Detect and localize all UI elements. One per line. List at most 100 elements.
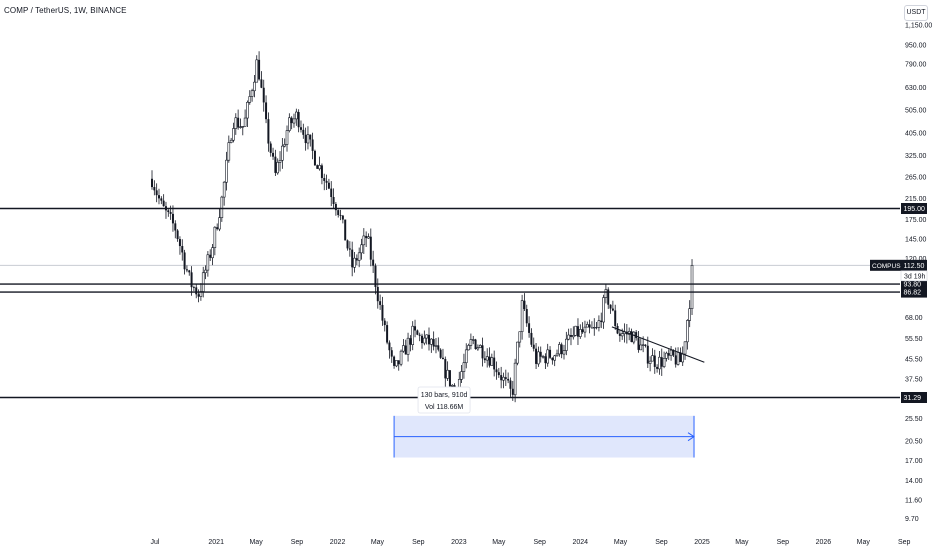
candle (665, 351, 668, 362)
current-price-label: 112.50 (904, 263, 925, 270)
candle (274, 149, 277, 176)
candle (565, 331, 568, 356)
candle (425, 334, 428, 345)
x-axis-tick-label: Sep (291, 539, 304, 546)
x-axis-tick-label: 2026 (816, 539, 832, 546)
candle (535, 342, 538, 370)
candle (660, 348, 663, 376)
candle (544, 353, 547, 369)
symbol-tag-label: COMPUSDT (872, 263, 909, 270)
candle (181, 239, 184, 261)
candle (316, 164, 319, 169)
candle (239, 118, 242, 129)
candle (297, 109, 300, 133)
countdown-tag (900, 270, 928, 282)
candle (213, 226, 217, 256)
candle (572, 326, 575, 340)
candle (183, 249, 186, 275)
candle (232, 122, 235, 143)
candle (513, 358, 517, 403)
candle (353, 252, 356, 273)
candle (237, 109, 240, 130)
x-axis-tick-label: May (857, 539, 871, 546)
candle (474, 338, 477, 350)
candle (555, 349, 559, 357)
candle (255, 55, 259, 83)
candle (421, 333, 424, 349)
candle (464, 343, 468, 369)
candle (318, 156, 321, 171)
candle (267, 112, 270, 152)
candle (369, 228, 372, 267)
candle (618, 329, 621, 342)
level-price-label: 195.00 (904, 206, 926, 213)
candle (507, 372, 510, 384)
candle (509, 377, 512, 397)
x-axis-tick-label: Sep (412, 539, 425, 546)
candle (516, 341, 519, 366)
candle (439, 348, 442, 359)
candle (306, 126, 310, 150)
candle (518, 331, 522, 348)
candle (460, 365, 463, 383)
candle (360, 238, 363, 260)
x-axis-tick-label: 2024 (573, 539, 589, 546)
symbol-tag (870, 259, 901, 271)
y-axis-tick-label: 265.00 (905, 174, 927, 181)
candle (341, 214, 344, 224)
candle (406, 332, 410, 362)
range-info-box (417, 386, 471, 414)
currency-badge[interactable]: USDT (904, 5, 928, 21)
candle (206, 251, 210, 277)
candle (467, 343, 470, 351)
candle (637, 331, 640, 353)
candle (404, 339, 407, 355)
candle (395, 360, 398, 368)
candle (157, 188, 160, 205)
candle (488, 347, 491, 368)
x-axis-tick-label: 2023 (451, 539, 467, 546)
candle (383, 318, 386, 332)
candle (683, 341, 687, 360)
candle (171, 205, 174, 232)
candle (574, 325, 577, 337)
candle (676, 347, 680, 366)
candle (292, 113, 296, 128)
y-axis-tick-label: 175.00 (905, 217, 927, 224)
candle (576, 318, 579, 345)
candle (197, 289, 200, 303)
x-axis-tick-label: May (735, 539, 749, 546)
candle (520, 294, 524, 340)
candle (250, 88, 254, 102)
candle (201, 266, 205, 298)
y-axis-tick-label: 145.00 (905, 237, 927, 244)
candle (430, 338, 433, 353)
candle (227, 135, 231, 163)
candle (418, 332, 421, 342)
candle (167, 209, 170, 217)
y-axis-tick-label: 55.50 (905, 336, 923, 343)
candle (597, 315, 601, 332)
candle (476, 344, 480, 351)
candle (339, 209, 342, 221)
y-axis-tick-label: 1,150.00 (905, 23, 932, 30)
candle (283, 138, 286, 148)
y-axis-tick-label: 68.00 (905, 315, 923, 322)
candle (323, 173, 326, 191)
x-axis-tick-label: Sep (655, 539, 668, 546)
candle (481, 337, 484, 367)
candle (478, 344, 482, 349)
candle (427, 327, 430, 351)
candle (630, 328, 633, 343)
candle (164, 201, 167, 219)
candle (581, 322, 584, 334)
candle (590, 321, 593, 329)
candle (209, 249, 212, 262)
y-axis-tick-label: 14.00 (905, 478, 923, 485)
y-axis-tick-label: 120.00 (905, 256, 927, 263)
candle (192, 285, 195, 292)
current-price-tag (901, 259, 927, 271)
candle (222, 180, 226, 206)
